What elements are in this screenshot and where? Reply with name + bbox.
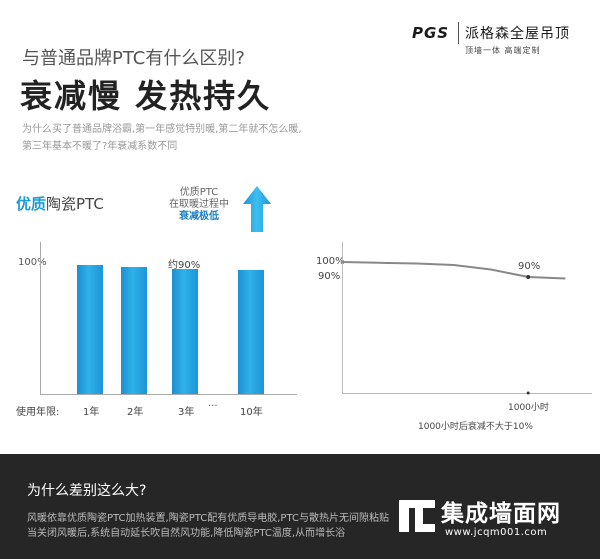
left-x-axis bbox=[40, 394, 297, 395]
brand-logo: PGS 派格森全屋吊顶 顶墙一体 高端定制 bbox=[412, 18, 587, 64]
ellipsis: ··· bbox=[208, 401, 218, 412]
x-tick-3年: 3年 bbox=[178, 407, 195, 418]
brand-name: 派格森全屋吊顶 bbox=[465, 26, 570, 42]
bottom-title: 为什么差别这么大? bbox=[27, 483, 147, 499]
headline: 衰减慢 发热持久 bbox=[20, 77, 272, 115]
bar-1年 bbox=[77, 264, 103, 394]
left-y-axis bbox=[40, 242, 41, 394]
bar-2年 bbox=[121, 267, 147, 394]
right-x-axis bbox=[342, 393, 592, 394]
left-y-label: 100% bbox=[18, 257, 47, 268]
note-highlight: 衰减极低 bbox=[179, 211, 219, 222]
bottom-text-line-1: 风暖依靠优质陶瓷PTC加热装置,陶瓷PTC配有优质导电胶,PTC与散热片无间隙粘… bbox=[27, 513, 389, 524]
ptc-label: 优质陶瓷PTC bbox=[16, 193, 104, 214]
note-line-1: 优质PTC bbox=[179, 187, 219, 198]
bottom-text-line-2: 当关闭风暖后,系统自动延长吹自然风功能,降低陶瓷PTC温度,从而增长浴 bbox=[27, 528, 346, 539]
brand-tagline: 顶墙一体 高端定制 bbox=[465, 46, 541, 55]
description-line-1: 为什么买了普通品牌浴霸,第一年感觉特别暖,第二年就不怎么暖, bbox=[22, 124, 302, 135]
attenuation-note: 优质PTC 在取暖过程中 衰减极低 bbox=[158, 187, 240, 223]
logo-divider bbox=[458, 22, 459, 44]
right-y-label-90: 90% bbox=[318, 271, 341, 282]
right-point-label: 90% bbox=[518, 261, 541, 272]
note-line-2: 在取暖过程中 bbox=[169, 199, 229, 210]
x-axis-title: 使用年限: bbox=[16, 407, 60, 418]
x-tick-mark-1000h bbox=[526, 391, 530, 395]
ptc-label-rest: 陶瓷PTC bbox=[46, 195, 104, 213]
watermark: 集成墙面网 www.jcqm001.com bbox=[393, 490, 600, 542]
x-tick-10年: 10年 bbox=[240, 407, 263, 418]
up-arrow-icon bbox=[243, 186, 271, 232]
x-tick-1年: 1年 bbox=[83, 407, 100, 418]
question-title: 与普通品牌PTC有什么区别? bbox=[22, 48, 245, 69]
bar-3年 bbox=[172, 268, 198, 394]
right-chart-caption: 1000小时后衰减不大于10% bbox=[418, 422, 533, 432]
right-y-label-100: 100% bbox=[316, 256, 345, 267]
ptc-label-highlight: 优质 bbox=[16, 195, 47, 213]
watermark-logo-icon bbox=[399, 500, 435, 532]
watermark-url: www.jcqm001.com bbox=[445, 527, 548, 538]
logo-mark: PGS bbox=[412, 24, 450, 42]
point-1000h bbox=[526, 275, 531, 279]
right-x-tick-label: 1000小时 bbox=[508, 403, 549, 413]
bar-annotation: 约90% bbox=[168, 260, 201, 271]
right-y-axis bbox=[342, 242, 343, 393]
description: 为什么买了普通品牌浴霸,第一年感觉特别暖,第二年就不怎么暖, 第三年基本不暖了?… bbox=[22, 121, 422, 155]
description-line-2: 第三年基本不暖了?年衰减系数不同 bbox=[22, 141, 178, 152]
x-tick-2年: 2年 bbox=[127, 407, 144, 418]
bar-10年 bbox=[238, 269, 264, 394]
right-line-chart bbox=[342, 261, 566, 395]
bottom-panel bbox=[0, 454, 600, 559]
watermark-text: 集成墙面网 bbox=[441, 501, 561, 527]
